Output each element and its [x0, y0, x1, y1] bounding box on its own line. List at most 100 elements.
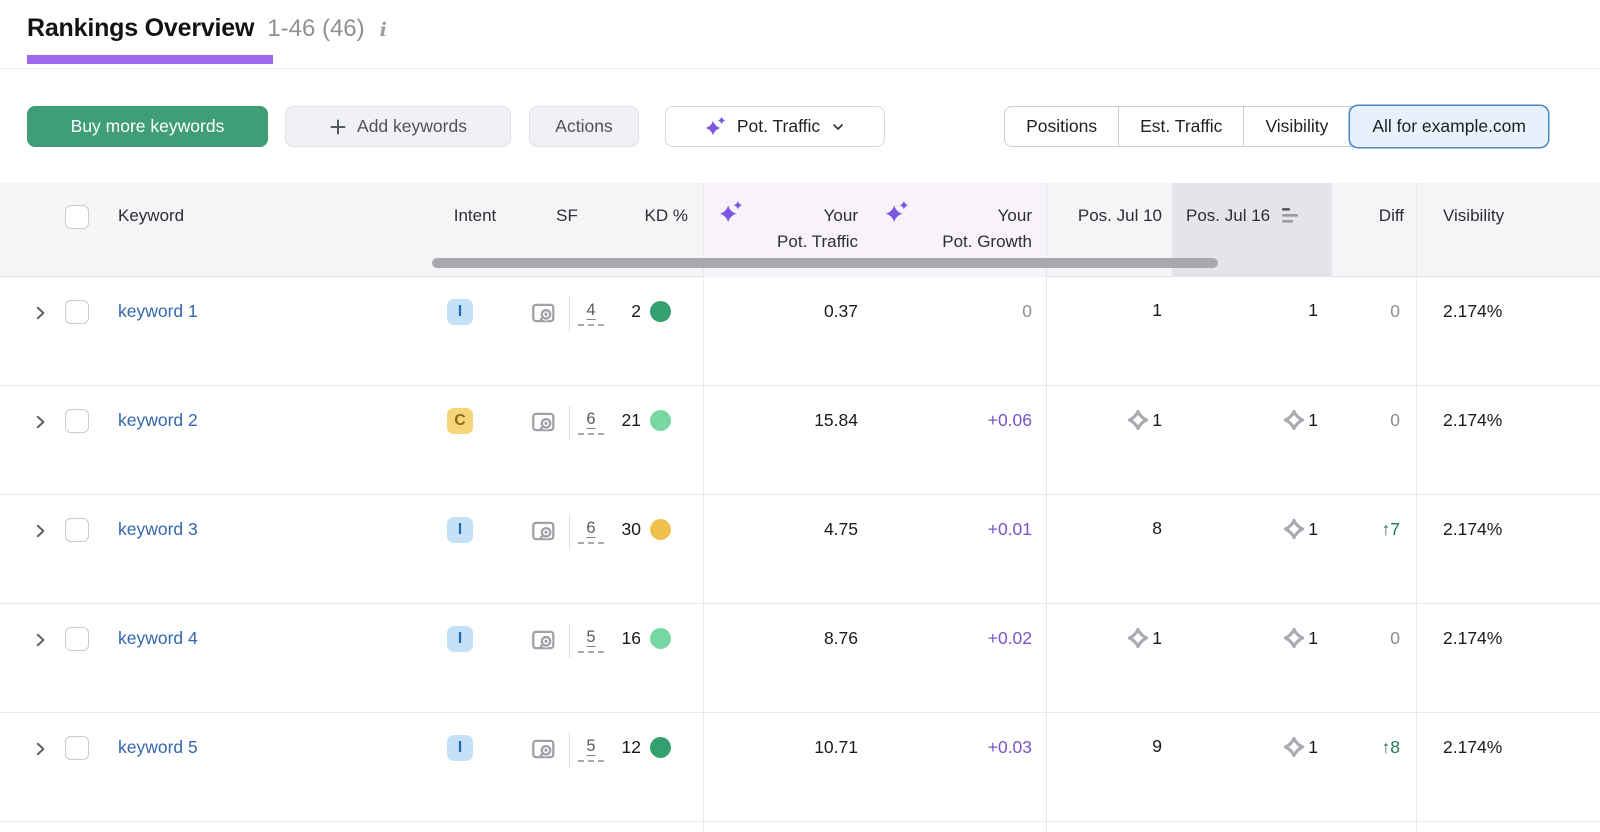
metric-dropdown-value: Pot. Traffic — [736, 116, 821, 136]
cell-divider — [569, 624, 570, 658]
pot-growth-value: +0.03 — [987, 737, 1032, 757]
actions-button[interactable]: Actions — [529, 106, 639, 147]
expand-row-chevron-icon[interactable] — [31, 413, 49, 431]
visibility-value: 2.174% — [1443, 301, 1503, 321]
serp-feature-position-icon — [1284, 409, 1305, 431]
pos-jul10-value: 9 — [1152, 736, 1162, 756]
visibility-value: 2.174% — [1443, 737, 1503, 757]
expand-row-chevron-icon[interactable] — [31, 522, 49, 540]
cell-divider — [569, 406, 570, 440]
row-checkbox[interactable] — [65, 300, 89, 324]
kd-cell: 21 — [622, 410, 671, 431]
header-divider — [0, 68, 1600, 69]
keyword-link[interactable]: keyword 4 — [118, 628, 198, 648]
sf-count-link[interactable]: 5 — [578, 737, 604, 762]
serp-features-icon[interactable] — [530, 627, 556, 653]
buy-more-keywords-button[interactable]: Buy more keywords — [27, 106, 268, 147]
serp-features-icon[interactable] — [530, 736, 556, 762]
expand-row-chevron-icon[interactable] — [31, 740, 49, 758]
metric-dropdown[interactable]: Pot. Traffic — [665, 106, 885, 147]
expand-row-chevron-icon[interactable] — [31, 631, 49, 649]
table-row: keyword 1 I 4 2 0.37 0 1 1 0 2.174% — [0, 277, 1600, 386]
sf-count-link[interactable]: 4 — [578, 301, 604, 326]
serp-feature-position-icon — [1284, 736, 1305, 758]
intent-badge: I — [447, 517, 473, 543]
pos-jul10-value: 1 — [1152, 300, 1162, 320]
ai-sparkles-icon — [705, 116, 726, 136]
pos-jul10-cell: 8 — [1152, 518, 1162, 539]
column-header-visibility[interactable]: Visibility — [1443, 206, 1505, 225]
column-divider — [703, 183, 704, 277]
row-checkbox[interactable] — [65, 627, 89, 651]
column-divider — [703, 277, 704, 832]
diff-value: 0 — [1390, 628, 1400, 648]
pos-jul16-label: Pos. Jul 16 — [1186, 206, 1271, 225]
cell-divider — [569, 297, 570, 331]
pos-jul10-value: 8 — [1152, 518, 1162, 538]
pos-jul16-cell: 1 — [1283, 518, 1318, 540]
column-header-sf[interactable]: SF — [556, 206, 578, 225]
column-header-kd[interactable]: KD % — [644, 206, 688, 225]
tab-visibility[interactable]: Visibility — [1244, 107, 1351, 146]
sf-count-link[interactable]: 6 — [578, 410, 604, 435]
sf-count-link[interactable]: 6 — [578, 519, 604, 544]
pos-jul16-cell: 1 — [1308, 300, 1318, 321]
column-header-diff[interactable]: Diff — [1378, 206, 1404, 225]
kd-cell: 16 — [622, 628, 671, 649]
title-accent-underline — [27, 55, 273, 64]
keyword-link[interactable]: keyword 5 — [118, 737, 198, 757]
sort-descending-icon — [1282, 208, 1299, 223]
serp-features-icon[interactable] — [530, 518, 556, 544]
expand-row-chevron-icon[interactable] — [31, 304, 49, 322]
pot-growth-value: 0 — [1022, 301, 1032, 321]
keyword-link[interactable]: keyword 1 — [118, 301, 198, 321]
pos-jul16-value: 1 — [1308, 627, 1318, 648]
column-divider — [1416, 277, 1417, 832]
tab-visibility-label: Visibility — [1265, 116, 1329, 136]
actions-label: Actions — [555, 116, 613, 136]
sf-count-link[interactable]: 5 — [578, 628, 604, 653]
row-checkbox[interactable] — [65, 409, 89, 433]
ai-sparkles-icon — [719, 201, 743, 223]
pos-jul16-value: 1 — [1308, 409, 1318, 430]
column-header-intent[interactable]: Intent — [453, 206, 497, 225]
horizontal-scrollbar-thumb[interactable] — [432, 258, 1218, 268]
tab-positions-label: Positions — [1026, 116, 1098, 136]
chevron-down-icon — [833, 123, 843, 130]
kd-value: 16 — [621, 628, 641, 648]
tab-est-traffic[interactable]: Est. Traffic — [1119, 107, 1245, 146]
tab-all-for-domain[interactable]: All for example.com — [1350, 106, 1548, 147]
row-checkbox[interactable] — [65, 736, 89, 760]
pos-jul16-value: 1 — [1308, 518, 1318, 539]
row-checkbox[interactable] — [65, 518, 89, 542]
pos-jul16-cell: 1 — [1283, 736, 1318, 758]
buy-more-keywords-label: Buy more keywords — [70, 116, 225, 136]
kd-cell: 30 — [622, 519, 671, 540]
keyword-link[interactable]: keyword 3 — [118, 519, 198, 539]
diff-value: ↑7 — [1381, 519, 1400, 539]
ai-sparkles-icon — [885, 201, 909, 223]
serp-feature-position-icon — [1128, 627, 1149, 649]
kd-cell: 12 — [622, 737, 671, 758]
pos-jul16-cell: 1 — [1283, 627, 1318, 649]
page-title: Rankings Overview — [27, 14, 255, 42]
column-header-pot-growth[interactable]: Your Pot. Growth — [942, 203, 1032, 255]
select-all-checkbox[interactable] — [65, 205, 89, 229]
add-keywords-button[interactable]: Add keywords — [285, 106, 511, 147]
column-header-pot-traffic[interactable]: Your Pot. Traffic — [777, 203, 858, 255]
pot-traffic-value: 10.71 — [814, 737, 858, 757]
pos-jul10-cell: 9 — [1152, 736, 1162, 757]
pot-growth-value: +0.01 — [987, 519, 1032, 539]
column-header-pos-jul10[interactable]: Pos. Jul 10 — [1077, 206, 1162, 225]
column-divider — [1046, 277, 1047, 832]
serp-feature-position-icon — [1284, 627, 1305, 649]
kd-dot — [650, 628, 671, 649]
serp-features-icon[interactable] — [530, 409, 556, 435]
column-header-pos-jul16[interactable]: Pos. Jul 16 — [1186, 204, 1301, 227]
info-icon[interactable]: i — [379, 19, 387, 41]
tab-positions[interactable]: Positions — [1005, 107, 1120, 146]
cell-divider — [569, 733, 570, 767]
column-header-keyword[interactable]: Keyword — [118, 206, 185, 225]
keyword-link[interactable]: keyword 2 — [118, 410, 198, 430]
serp-features-icon[interactable] — [530, 300, 556, 326]
